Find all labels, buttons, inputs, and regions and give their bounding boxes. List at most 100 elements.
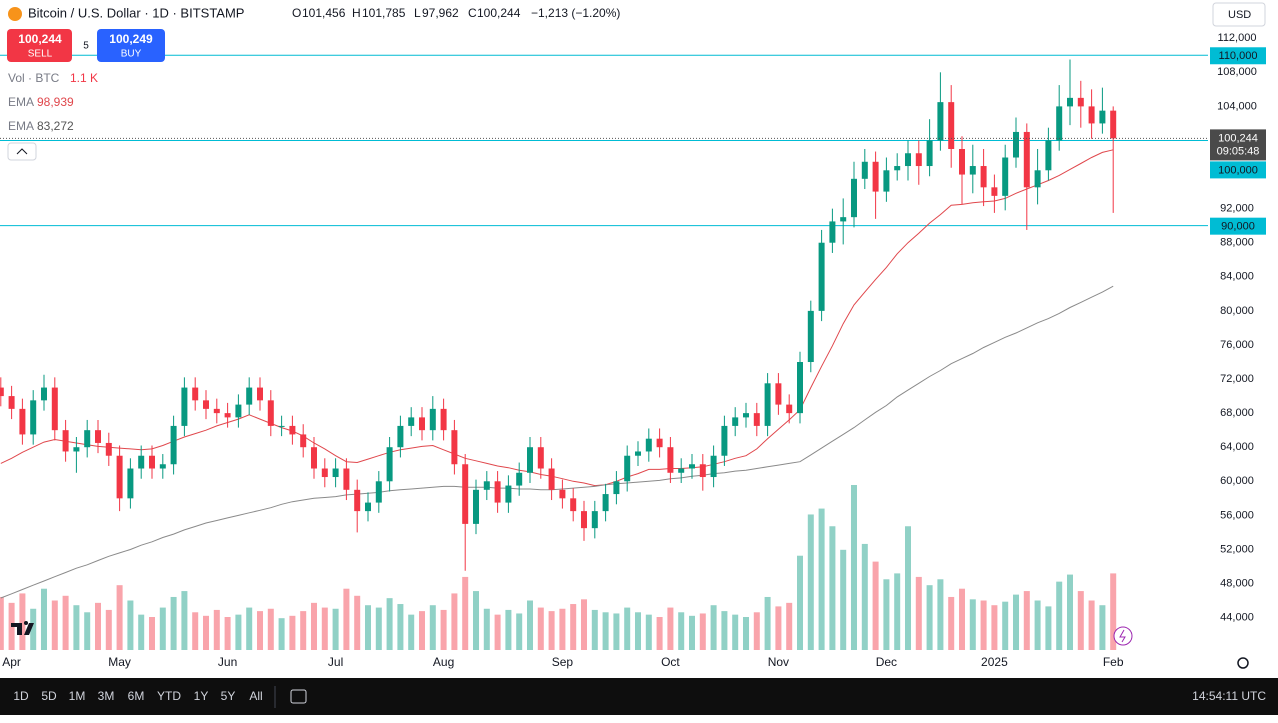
volume-bar (851, 485, 857, 650)
ohlc-value: 101,456 (302, 6, 346, 20)
candle-body (51, 387, 58, 431)
range-button[interactable]: 5D (41, 689, 57, 703)
candle-body (699, 464, 706, 478)
candle-body (30, 400, 37, 435)
candle-body (883, 170, 890, 192)
candle-body (732, 417, 739, 426)
ema-value: 83,272 (37, 119, 74, 133)
candle-body (8, 396, 15, 409)
candle-body (991, 187, 998, 196)
candle-body (1045, 140, 1052, 171)
candle-body (894, 166, 901, 171)
candle-body (689, 464, 695, 469)
range-button[interactable]: 5Y (221, 689, 236, 703)
volume-bar (1023, 591, 1030, 650)
volume-bar (127, 600, 134, 650)
volume-bar (905, 526, 911, 650)
coin-icon (8, 7, 22, 21)
level-label: 100,000 (1218, 164, 1258, 176)
volume-bar (51, 600, 58, 650)
ohlc-key: H (352, 6, 361, 20)
volume-bar (527, 600, 533, 650)
x-tick-label: Oct (661, 655, 680, 669)
range-buttons: 1D 5D 1M 3M 6M YTD 1Y 5Y All (13, 689, 262, 703)
volume-bar (505, 609, 512, 650)
ohlc-value: 101,785 (362, 6, 406, 20)
candle-body (213, 408, 220, 414)
candle-body (872, 161, 879, 192)
currency: USD (1228, 9, 1251, 21)
y-tick-label: 56,000 (1220, 509, 1254, 521)
buy-button[interactable]: 100,249 BUY (97, 29, 165, 62)
candle-body (1013, 131, 1019, 158)
volume-bar (861, 543, 868, 650)
plot-area (0, 54, 1208, 650)
volume-bar (797, 555, 803, 650)
volume-bar (429, 605, 436, 650)
sell-button[interactable]: 100,244 SELL (7, 29, 72, 62)
candle-body (959, 148, 965, 175)
volume-bar (689, 615, 695, 650)
collapse-legend[interactable] (7, 142, 37, 161)
range-button[interactable]: All (249, 689, 262, 703)
range-button[interactable]: 6M (128, 689, 145, 703)
candle-body (440, 408, 447, 431)
candle-body (807, 310, 814, 363)
volume-bar (105, 609, 112, 650)
range-button[interactable]: 3M (98, 689, 115, 703)
y-tick-label: 52,000 (1220, 543, 1254, 555)
range-button[interactable]: YTD (157, 689, 181, 703)
volume-bar (807, 514, 814, 650)
x-tick-label: Aug (433, 655, 454, 669)
currency-button[interactable]: USD (1212, 2, 1266, 27)
countdown: 09:05:48 (1217, 145, 1260, 157)
candle-body (375, 481, 382, 503)
volume-bar (721, 611, 728, 650)
candle-body (181, 387, 188, 426)
volume-bar (41, 588, 47, 650)
candle-body (527, 447, 533, 473)
candle-body (170, 425, 177, 465)
y-tick-label: 108,000 (1217, 66, 1257, 78)
volume-bar (980, 600, 987, 650)
volume-bar (667, 607, 674, 650)
candle-body (149, 455, 155, 469)
calendar-icon[interactable] (290, 689, 307, 704)
alert-icon[interactable] (1113, 626, 1133, 646)
volume-bar (537, 607, 544, 650)
volume-bar (883, 579, 890, 650)
volume-bar (419, 611, 425, 650)
range-button[interactable]: 1M (69, 689, 86, 703)
candle-body (915, 153, 922, 167)
volume-bar (656, 617, 663, 650)
sell-price: 100,244 (18, 32, 62, 46)
volume-bar (397, 604, 404, 650)
change: −1,213 (−1.20%) (531, 6, 620, 20)
volume-bar (462, 576, 469, 650)
volume-bar (1002, 601, 1009, 650)
y-tick-label: 60,000 (1220, 475, 1254, 487)
y-tick-label: 84,000 (1220, 271, 1254, 283)
volume-bar (1034, 600, 1041, 650)
settings-icon[interactable] (1237, 657, 1249, 669)
candle-body (494, 481, 501, 503)
volume-bar (678, 612, 685, 650)
candle-body (797, 362, 803, 414)
candle-body (559, 489, 566, 499)
volume-bar (786, 602, 793, 650)
candle-body (624, 455, 631, 482)
range-button[interactable]: 1D (13, 689, 29, 703)
ohlc-value: 100,244 (477, 6, 521, 20)
candle-body (138, 455, 145, 469)
candle-body (311, 447, 317, 469)
candle-body (635, 451, 641, 456)
volume-bar (1110, 573, 1117, 650)
range-button[interactable]: 1Y (194, 689, 209, 703)
volume-bar (95, 602, 101, 650)
candle-body (343, 468, 350, 490)
y-tick-label: 68,000 (1220, 407, 1254, 419)
volume-bar (84, 612, 91, 650)
volume-bar (73, 605, 80, 650)
candle-body (851, 178, 857, 218)
candle-body (1110, 110, 1117, 139)
